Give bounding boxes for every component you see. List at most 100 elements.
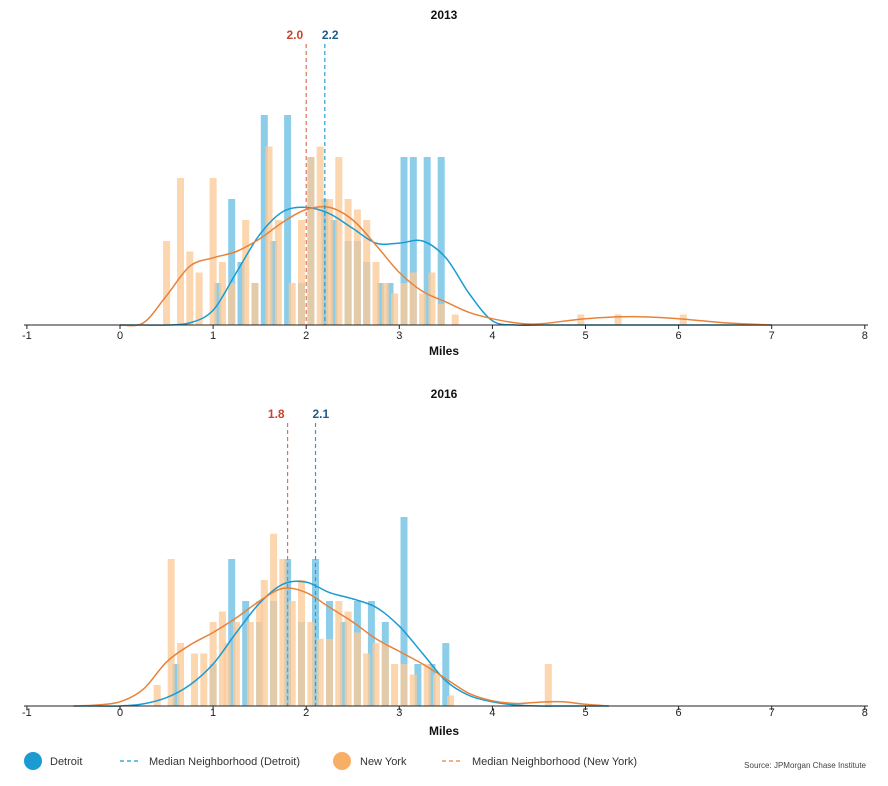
bar-new-york <box>209 178 217 325</box>
bar-new-york <box>298 220 305 325</box>
bar-new-york <box>381 283 389 325</box>
bar-new-york <box>353 209 361 325</box>
bar-new-york <box>246 622 254 706</box>
bar-new-york <box>423 664 431 706</box>
bar-new-york <box>391 293 399 325</box>
bar-detroit <box>339 622 347 706</box>
bar-new-york <box>256 601 264 706</box>
x-tick-label: 8 <box>862 707 868 719</box>
bar-new-york <box>298 580 305 706</box>
bar-detroit <box>242 601 250 706</box>
bar-detroit <box>377 283 385 325</box>
bar-new-york <box>363 220 371 325</box>
x-tick-label: 7 <box>769 330 775 342</box>
median-label-new-york: 2.0 <box>287 28 304 42</box>
bar-new-york <box>544 664 552 706</box>
bar-new-york <box>381 643 389 706</box>
bar-new-york <box>316 638 324 706</box>
median-label-new-york: 1.8 <box>268 407 285 421</box>
x-tick-label: 3 <box>396 707 402 719</box>
chart-title: 2016 <box>431 387 458 401</box>
bar-new-york <box>409 674 417 706</box>
bar-detroit <box>228 199 236 325</box>
bar-new-york <box>372 643 380 706</box>
bar-new-york <box>218 262 226 325</box>
x-tick-label: 1 <box>210 330 216 342</box>
bar-new-york <box>344 199 352 325</box>
bar-new-york <box>335 157 343 325</box>
bar-new-york <box>260 580 268 706</box>
bar-new-york <box>218 611 226 706</box>
legend-detroit-marker <box>24 752 42 770</box>
bar-new-york <box>228 283 236 325</box>
bar-new-york <box>270 533 278 706</box>
bar-detroit <box>284 559 292 706</box>
bar-new-york <box>447 695 454 706</box>
bar-new-york <box>391 664 399 706</box>
bar-new-york <box>400 283 408 325</box>
bar-new-york <box>232 622 240 706</box>
bar-new-york <box>372 262 380 325</box>
x-tick-label: 8 <box>862 330 868 342</box>
bar-detroit <box>386 283 394 325</box>
legend: Detroit Median Neighborhood (Detroit) Ne… <box>24 752 637 770</box>
x-axis-label: Miles <box>429 724 459 738</box>
bar-detroit <box>172 664 180 706</box>
bar-new-york <box>437 304 445 325</box>
x-tick-label: -1 <box>22 707 32 719</box>
bar-detroit <box>400 157 408 325</box>
x-tick-label: 2 <box>303 707 309 719</box>
source-note: Source: JPMorgan Chase Institute <box>744 761 866 770</box>
bar-new-york <box>163 241 171 325</box>
bar-new-york <box>307 157 315 325</box>
x-tick-label: 4 <box>489 330 495 342</box>
bar-new-york <box>326 199 333 325</box>
bar-new-york <box>326 638 333 706</box>
bar-detroit <box>228 559 236 706</box>
bar-new-york <box>433 674 440 706</box>
x-tick-label: 2 <box>303 330 309 342</box>
legend-new-york-label: New York <box>360 756 407 768</box>
median-label-detroit: 2.1 <box>313 407 330 421</box>
bar-new-york <box>274 220 282 325</box>
bar-new-york <box>335 601 343 706</box>
bar-new-york <box>409 272 417 325</box>
bar-new-york <box>316 146 324 325</box>
bar-detroit <box>237 262 245 325</box>
bar-new-york <box>186 251 194 325</box>
bar-detroit <box>442 643 450 706</box>
panel-2016: 2016 1.8 2.1 -1 0 1 2 3 4 5 6 7 8 Miles <box>22 387 868 738</box>
chart-title: 2013 <box>431 8 458 22</box>
bar-new-york <box>167 559 175 706</box>
bar-new-york <box>200 653 208 706</box>
x-tick-label: 1 <box>210 707 216 719</box>
bar-new-york <box>191 653 198 706</box>
legend-median-new-york-label: Median Neighborhood (New York) <box>472 756 637 768</box>
bar-new-york <box>177 178 184 325</box>
x-tick-label: 5 <box>582 707 588 719</box>
x-tick-label: 6 <box>676 707 682 719</box>
bar-detroit <box>428 664 436 706</box>
bar-new-york <box>353 632 361 706</box>
density-line-new-york <box>73 587 609 707</box>
bar-detroit <box>423 157 431 325</box>
bar-detroit <box>270 241 278 325</box>
bar-detroit <box>400 517 408 706</box>
bar-new-york <box>419 293 427 325</box>
x-tick-label: 0 <box>117 707 123 719</box>
x-tick-label: 3 <box>396 330 402 342</box>
bar-new-york <box>195 272 203 325</box>
bar-new-york <box>251 283 259 325</box>
bar-new-york <box>614 314 622 325</box>
bar-new-york <box>363 653 371 706</box>
panel-2013: 2013 2.0 2.2 -1 0 1 2 3 4 5 6 7 8 Miles <box>22 8 868 358</box>
bar-new-york <box>307 622 315 706</box>
bar-detroit <box>367 601 375 706</box>
x-tick-label: 5 <box>582 330 588 342</box>
bar-new-york <box>288 601 296 706</box>
x-tick-label: -1 <box>22 330 32 342</box>
legend-new-york-marker <box>333 752 351 770</box>
x-axis-label: Miles <box>429 344 459 358</box>
bar-new-york <box>451 314 459 325</box>
